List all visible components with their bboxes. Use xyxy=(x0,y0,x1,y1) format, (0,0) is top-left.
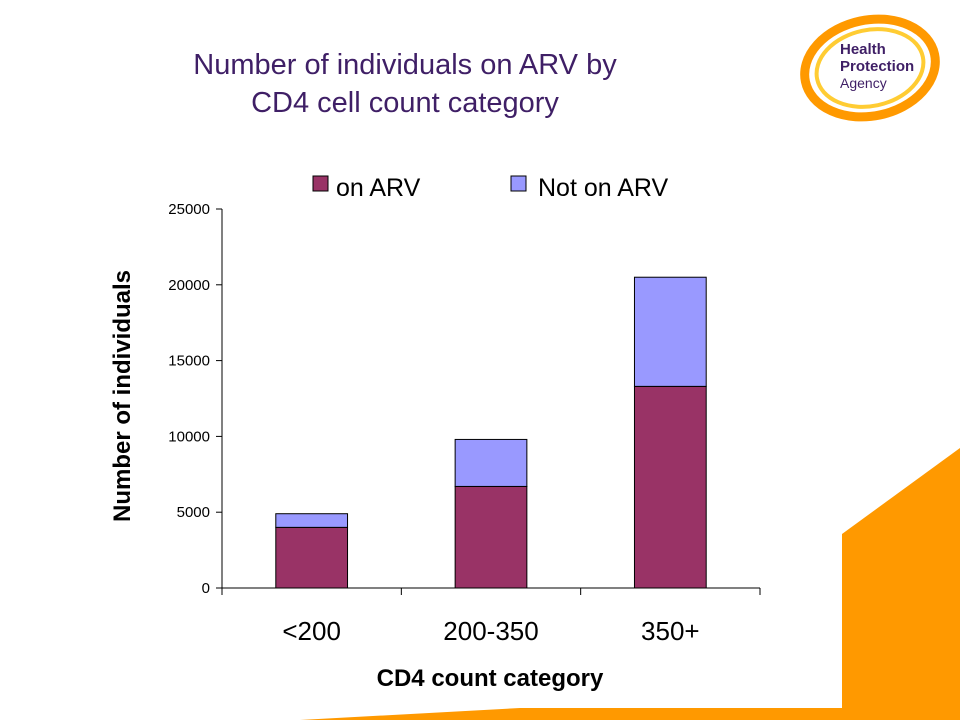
bar-segment-not-on-arv-0 xyxy=(275,513,349,528)
x-category-label: 200-350 xyxy=(443,616,538,646)
legend: on ARV Not on ARV xyxy=(312,174,669,202)
y-tick-label: 25000 xyxy=(168,201,210,218)
legend-label-on-arv: on ARV xyxy=(336,174,421,202)
legend-swatch-on-arv xyxy=(312,175,329,192)
logo-swoosh-outer xyxy=(800,14,940,122)
logo-swoosh-inner xyxy=(814,27,926,109)
y-axis-title: Number of individuals xyxy=(109,270,136,522)
slide-title-line-1: Number of individuals on ARV by xyxy=(193,49,617,81)
legend-label-not-on-arv: Not on ARV xyxy=(538,174,669,202)
y-tick-label: 20000 xyxy=(168,277,210,294)
logo-line-1: Health xyxy=(840,41,886,58)
y-tick-label: 0 xyxy=(202,580,210,597)
legend-swatch-not-on-arv xyxy=(510,175,527,192)
y-tick-label: 5000 xyxy=(177,504,210,521)
x-category-label: 350+ xyxy=(641,616,700,646)
bar-segment-not-on-arv-1 xyxy=(454,438,528,487)
slide-title: Number of individuals on ARV by CD4 cell… xyxy=(95,46,715,122)
bar-segment-on-arv-0 xyxy=(275,526,349,589)
logo-line-2: Protection xyxy=(840,58,914,75)
x-axis-title: CD4 count category xyxy=(377,665,604,692)
x-category-label: <200 xyxy=(282,616,341,646)
bars xyxy=(275,276,707,589)
y-tick-label: 15000 xyxy=(168,353,210,370)
bar-segment-on-arv-1 xyxy=(454,485,528,589)
logo-line-3: Agency xyxy=(840,75,887,91)
health-protection-agency-logo: Health Protection Agency xyxy=(800,14,940,122)
bar-segment-on-arv-2 xyxy=(633,385,707,589)
bar-segment-not-on-arv-2 xyxy=(633,276,707,387)
y-tick-label: 10000 xyxy=(168,428,210,445)
slide-title-line-2: CD4 cell count category xyxy=(251,87,559,119)
y-axis-ticks: 0 5000 10000 15000 20000 25000 xyxy=(168,201,222,597)
x-axis-ticks: <200 200-350 350+ xyxy=(221,588,761,646)
